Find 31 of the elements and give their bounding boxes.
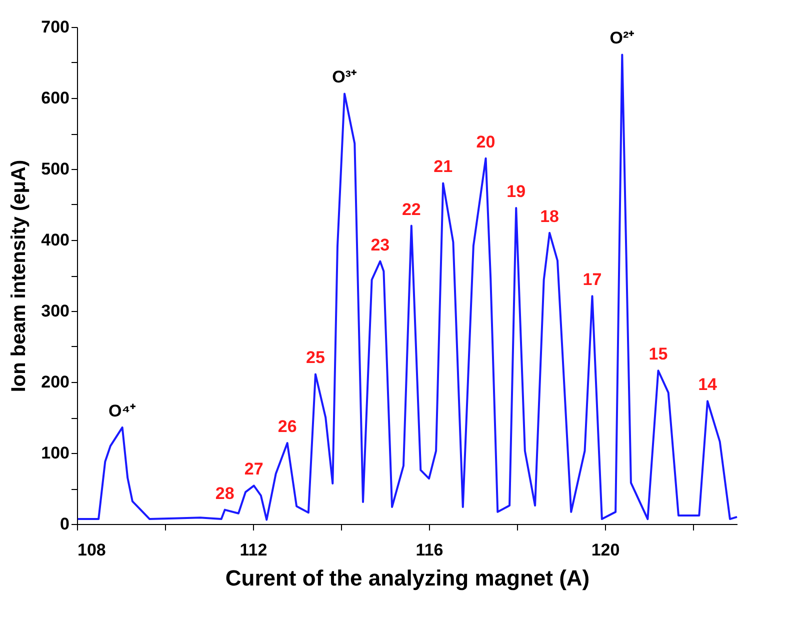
x-tick-label: 116 (416, 540, 444, 560)
annotation: O²⁺ (610, 28, 635, 48)
y-tick-label: 400 (41, 230, 70, 250)
annotation: O³⁺ (332, 68, 357, 87)
y-tick-label: 200 (41, 372, 70, 392)
annotation: 19 (506, 182, 526, 202)
annotation: 14 (698, 375, 718, 394)
annotation: 17 (582, 270, 602, 290)
annotation: 28 (215, 484, 234, 503)
annotation: 22 (402, 200, 421, 219)
annotation: 27 (244, 460, 264, 479)
annotation: 26 (278, 417, 297, 436)
annotation: 18 (540, 206, 560, 226)
y-axis-title: Ion beam intensity (eμA) (8, 160, 30, 392)
line-series (76, 54, 738, 521)
x-tick-label: 108 (78, 540, 106, 560)
y-tick-label: 600 (41, 88, 70, 108)
x-tick-label: 120 (591, 540, 620, 560)
y-tick-label: 700 (41, 18, 70, 36)
y-tick-label: 300 (41, 302, 70, 320)
annotation: 15 (648, 344, 668, 364)
y-tick-label: 500 (41, 160, 70, 178)
annotation: 20 (476, 132, 496, 152)
x-axis-title: Curent of the analyzing magnet (A) (225, 566, 590, 590)
annotation: O⁴⁺ (108, 401, 136, 420)
y-tick-label: 0 (60, 514, 70, 534)
x-tick-label: 112 (240, 540, 268, 560)
annotation: 21 (434, 157, 453, 176)
annotation: 25 (306, 348, 325, 368)
annotation: 23 (370, 235, 390, 254)
y-tick-label: 100 (41, 444, 70, 462)
